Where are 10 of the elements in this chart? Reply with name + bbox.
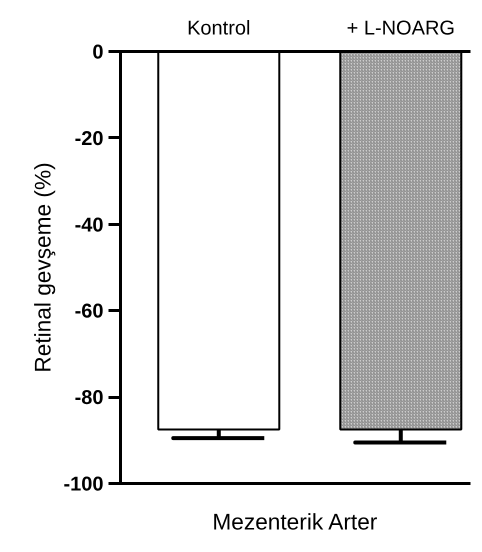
y-tick-label: -100 bbox=[63, 474, 104, 496]
y-tick-label: -40 bbox=[74, 214, 104, 236]
y-tick-label: -80 bbox=[74, 387, 104, 410]
y-tick-label: -20 bbox=[74, 128, 104, 150]
y-tick-label: 0 bbox=[92, 42, 104, 64]
x-axis-title: Mezenterik Arter bbox=[212, 508, 378, 534]
y-tick-label: -60 bbox=[74, 300, 104, 323]
x-tick-label: Kontrol bbox=[187, 18, 250, 40]
x-tick-label: + L-NOARG bbox=[346, 18, 455, 40]
y-axis-title: Retinal gevşeme (%) bbox=[29, 162, 56, 373]
